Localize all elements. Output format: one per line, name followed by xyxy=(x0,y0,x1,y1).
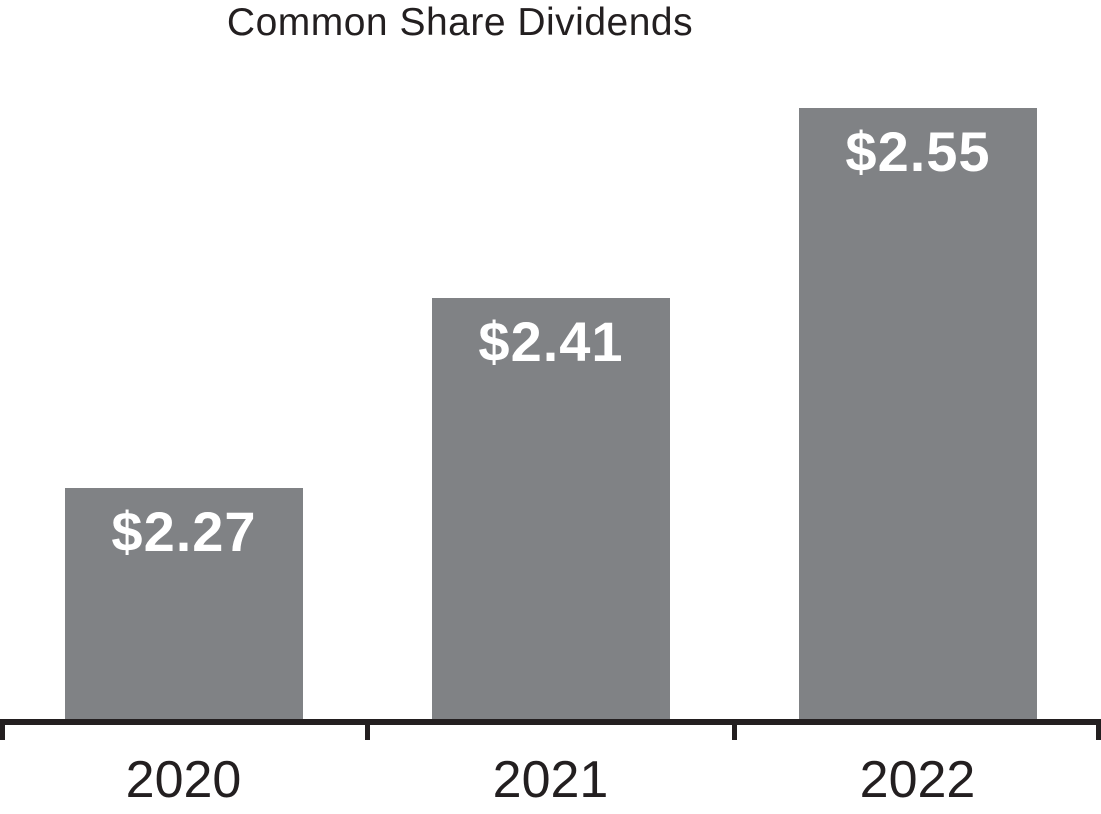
x-axis-tick xyxy=(0,719,5,740)
bar: $2.27 xyxy=(65,488,303,719)
bar-value-label: $2.41 xyxy=(478,310,624,373)
bar-value-label: $2.55 xyxy=(845,120,991,183)
x-axis-tick xyxy=(1096,719,1101,740)
x-axis-tick xyxy=(365,719,370,740)
x-axis-label: 2020 xyxy=(125,751,242,809)
x-axis-label: 2022 xyxy=(859,751,976,809)
x-axis-tick xyxy=(732,719,737,740)
chart-title: Common Share Dividends xyxy=(226,1,694,44)
bar: $2.41 xyxy=(432,298,670,719)
x-axis-label: 2021 xyxy=(492,751,609,809)
bar-value-label: $2.27 xyxy=(111,500,257,563)
bar: $2.55 xyxy=(799,108,1037,719)
x-axis-line xyxy=(0,719,1101,725)
